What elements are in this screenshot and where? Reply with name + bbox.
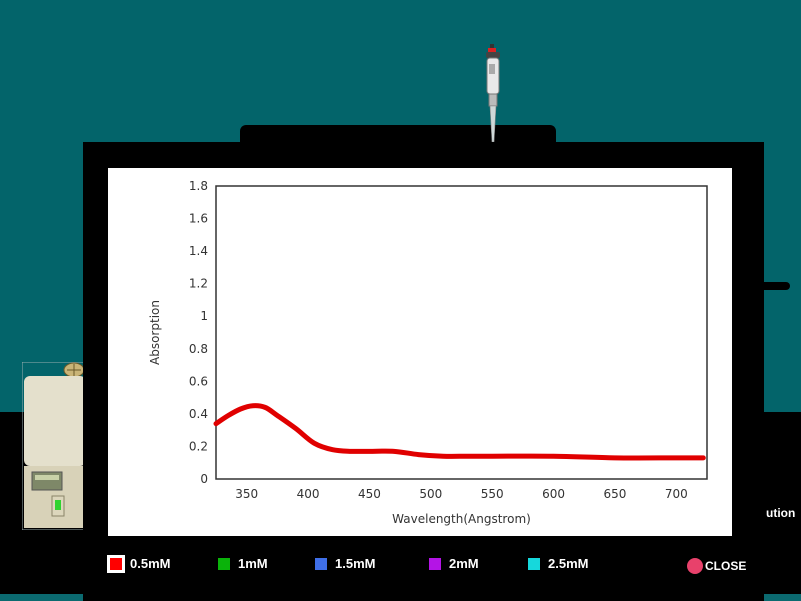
legend-item-2mm[interactable]: 2mM xyxy=(429,556,479,571)
solution-label: ution xyxy=(766,506,796,520)
x-tick-label: 450 xyxy=(358,487,381,501)
swatch-green xyxy=(218,557,230,570)
y-tick-label: 0 xyxy=(200,472,208,486)
absorption-chart: 0 0.2 0.4 0.6 0.8 1 1.2 1.4 1.6 1.8 350 400 450 500 55… xyxy=(148,179,708,526)
x-tick-label: 650 xyxy=(603,487,626,501)
x-tick-label: 700 xyxy=(665,487,688,501)
swatch-purple xyxy=(429,557,441,570)
swatch-cyan xyxy=(528,557,540,570)
y-tick-label: 1 xyxy=(200,309,208,323)
legend-item-1-5mm[interactable]: 1.5mM xyxy=(315,556,375,571)
legend-item-2-5mm[interactable]: 2.5mM xyxy=(528,556,588,571)
legend-item-1mm[interactable]: 1mM xyxy=(218,556,268,571)
y-tick-label: 0.4 xyxy=(189,407,208,421)
x-tick-label: 400 xyxy=(297,487,320,501)
legend-item-0-5mm[interactable]: 0.5mM xyxy=(107,554,171,573)
y-tick-label: 0.8 xyxy=(189,342,208,356)
x-tick-label: 350 xyxy=(235,487,258,501)
series-line-0-5mm xyxy=(213,403,706,461)
legend-label: 2mM xyxy=(449,556,479,571)
plot-frame xyxy=(215,185,708,480)
legend-label: 0.5mM xyxy=(130,556,171,571)
swatch-red xyxy=(107,554,125,573)
y-axis-label: Absorption xyxy=(148,300,162,365)
legend-label: 2.5mM xyxy=(548,556,589,571)
spectrophotometer-top xyxy=(240,125,556,147)
x-tick-label: 500 xyxy=(419,487,442,501)
y-tick-label: 1.8 xyxy=(189,179,208,193)
swatch-blue xyxy=(315,557,327,570)
legend-label: 1mM xyxy=(238,556,268,571)
water-bath-device-icon[interactable] xyxy=(22,362,86,530)
x-tick-label: 600 xyxy=(542,487,565,501)
x-axis-label: Wavelength(Angstrom) xyxy=(392,512,531,526)
circle-dot-icon xyxy=(687,558,703,574)
y-tick-label: 1.4 xyxy=(189,244,208,258)
graph-panel: 0 0.2 0.4 0.6 0.8 1 1.2 1.4 1.6 1.8 350 400 450 500 55… xyxy=(108,168,732,536)
x-tick-label: 550 xyxy=(481,487,504,501)
micropipette-icon[interactable] xyxy=(482,42,504,144)
y-tick-label: 0.2 xyxy=(189,439,208,453)
spectrophotometer-handle xyxy=(760,282,790,290)
y-tick-label: 1.2 xyxy=(189,277,208,291)
legend-label: 1.5mM xyxy=(335,556,376,571)
close-label: CLOSE xyxy=(705,559,747,573)
y-tick-label: 0.6 xyxy=(189,374,208,388)
close-button[interactable]: CLOSE xyxy=(687,558,746,574)
y-tick-label: 1.6 xyxy=(189,212,208,226)
